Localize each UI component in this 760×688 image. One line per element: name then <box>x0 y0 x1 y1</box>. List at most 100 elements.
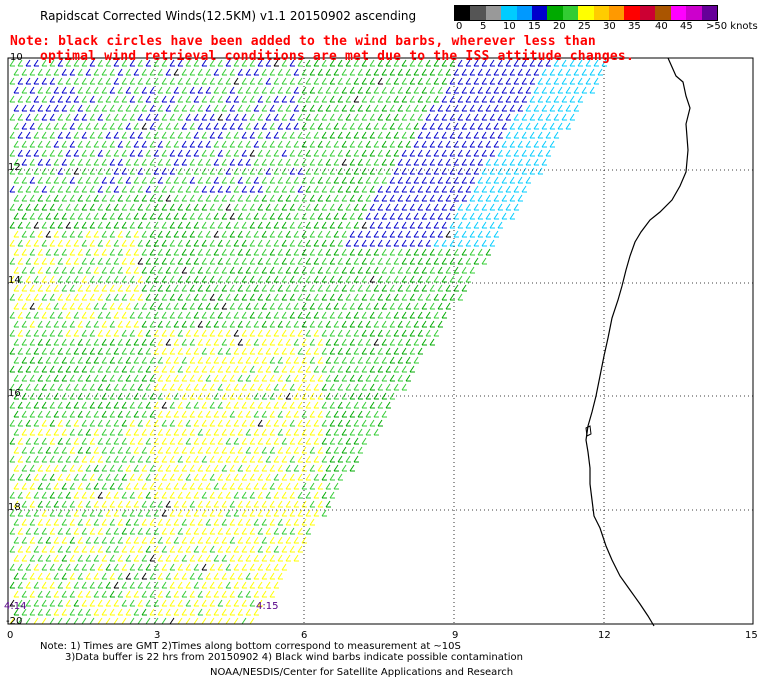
wind-barb <box>417 77 423 85</box>
wind-barb <box>261 554 267 562</box>
wind-barb <box>205 266 211 274</box>
wind-barb <box>373 122 379 130</box>
wind-barb <box>389 122 395 130</box>
wind-barb <box>357 248 363 256</box>
wind-barb <box>497 167 503 175</box>
wind-barb <box>245 104 251 112</box>
wind-barb <box>309 212 315 220</box>
wind-barb <box>265 401 271 409</box>
wind-barb <box>177 599 183 607</box>
wind-barb <box>445 176 451 184</box>
wind-barb <box>201 617 207 625</box>
wind-barb <box>297 293 303 301</box>
wind-barb <box>125 500 131 508</box>
wind-barb <box>249 437 255 445</box>
wind-barb <box>333 302 339 310</box>
wind-barb <box>133 266 139 274</box>
wind-barb <box>57 347 63 355</box>
wind-barb <box>281 275 287 283</box>
wind-barb <box>301 482 307 490</box>
wind-barb <box>173 536 179 544</box>
wind-barb <box>293 68 299 76</box>
wind-barb <box>221 266 227 274</box>
wind-barb <box>85 104 91 112</box>
wind-barb <box>349 122 355 130</box>
wind-barb <box>93 86 99 94</box>
wind-barb <box>57 599 63 607</box>
wind-barb <box>425 239 431 247</box>
wind-barb <box>45 608 51 616</box>
wind-barb <box>389 140 395 148</box>
wind-barb <box>49 563 55 571</box>
wind-barb <box>357 68 363 76</box>
wind-barb <box>181 356 187 364</box>
wind-barb <box>273 167 279 175</box>
wind-barb <box>241 131 247 139</box>
wind-barb <box>85 446 91 454</box>
wind-barb <box>485 86 491 94</box>
wind-barb <box>109 590 115 598</box>
wind-barb <box>53 446 59 454</box>
wind-barb <box>261 500 267 508</box>
wind-barb <box>337 347 343 355</box>
wind-barb <box>533 68 539 76</box>
wind-barb <box>85 356 91 364</box>
wind-barb <box>409 365 415 373</box>
wind-barb <box>457 203 463 211</box>
wind-barb <box>253 590 259 598</box>
wind-barb <box>73 419 79 427</box>
wind-barb <box>373 302 379 310</box>
wind-barb <box>45 500 51 508</box>
wind-barb <box>25 275 31 283</box>
wind-barb <box>401 275 407 283</box>
wind-barb <box>425 113 431 121</box>
wind-barb <box>37 500 43 508</box>
wind-barb <box>49 59 55 67</box>
wind-barb <box>253 428 259 436</box>
wind-barb <box>133 176 139 184</box>
wind-barb <box>425 311 431 319</box>
wind-barb <box>89 347 95 355</box>
wind-barb <box>349 104 355 112</box>
wind-barb <box>29 122 35 130</box>
wind-barb <box>97 149 103 157</box>
wind-barb <box>89 221 95 229</box>
wind-barb <box>537 149 543 157</box>
wind-barb <box>325 158 331 166</box>
wind-barb <box>221 338 227 346</box>
wind-barb <box>81 293 87 301</box>
wind-barb <box>113 131 119 139</box>
wind-barb <box>241 491 247 499</box>
wind-barb <box>265 113 271 121</box>
wind-barb <box>181 554 187 562</box>
wind-barb <box>45 338 51 346</box>
wind-barb <box>481 149 487 157</box>
wind-barb <box>221 194 227 202</box>
wind-barb <box>405 248 411 256</box>
wind-barb <box>197 266 203 274</box>
wind-barb <box>89 473 95 481</box>
wind-barb <box>145 293 151 301</box>
wind-barb <box>189 86 195 94</box>
wind-barb <box>397 248 403 256</box>
wind-barb <box>449 113 455 121</box>
wind-barb <box>81 455 87 463</box>
wind-barb <box>301 230 307 238</box>
wind-barb <box>145 545 151 553</box>
wind-barb <box>289 95 295 103</box>
wind-barb <box>9 383 15 391</box>
wind-barb <box>245 230 251 238</box>
wind-barb <box>225 311 231 319</box>
wind-barb <box>165 212 171 220</box>
wind-barb <box>397 284 403 292</box>
wind-barb <box>133 104 139 112</box>
wind-barb <box>137 131 143 139</box>
wind-barb <box>29 320 35 328</box>
wind-barb <box>173 428 179 436</box>
wind-barb <box>209 59 215 67</box>
wind-barb <box>361 95 367 103</box>
wind-barb <box>121 455 127 463</box>
wind-barb <box>89 545 95 553</box>
wind-speed-legend <box>454 5 718 21</box>
wind-barb <box>337 437 343 445</box>
